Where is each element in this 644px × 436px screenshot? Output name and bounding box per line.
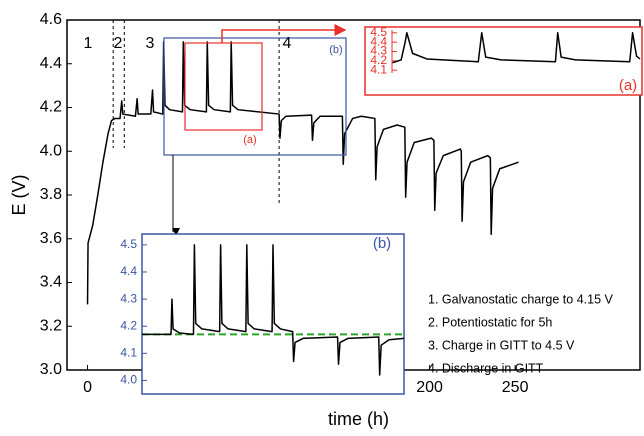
y-tick-label: 4.5 xyxy=(370,25,387,39)
y-tick-label: 4.1 xyxy=(120,345,137,359)
phase-label: 3 xyxy=(146,35,155,52)
y-tick-label: 4.3 xyxy=(370,44,387,58)
data-line xyxy=(142,244,405,376)
zoom-label-b: (b) xyxy=(329,44,342,56)
phase-label: 2 xyxy=(114,35,123,52)
annotation: 4. Discharge in GITT xyxy=(428,361,544,375)
x-axis-title: time (h) xyxy=(328,409,389,429)
y-tick-label: 4.4 xyxy=(370,34,387,48)
x-tick-label: 250 xyxy=(502,379,529,396)
inset-a: 4.14.24.34.44.5 (a) xyxy=(364,25,643,96)
data-line xyxy=(392,32,641,64)
x-tick-label: 0 xyxy=(83,379,92,396)
decorations: (b) (a) 1 2 3 4 1. Galvanostatic charge … xyxy=(84,24,613,375)
y-tick-label: 4.0 xyxy=(120,373,137,387)
phase-label: 4 xyxy=(283,35,292,52)
zoom-box-a xyxy=(184,42,263,131)
annotation: 1. Galvanostatic charge to 4.15 V xyxy=(428,292,613,306)
y-tick-label: 4.2 xyxy=(370,53,387,67)
inset-label: (a) xyxy=(619,77,637,94)
y-axis-title: E (V) xyxy=(9,174,29,215)
y-tick-label: 4.0 xyxy=(40,142,62,159)
data-line xyxy=(86,41,519,305)
y-tick-label: 4.2 xyxy=(120,318,137,332)
arrow-a xyxy=(221,24,347,43)
y-tick-label: 4.4 xyxy=(40,55,62,72)
zoom-box-b xyxy=(163,37,347,156)
y-tick-label: 4.3 xyxy=(120,291,137,305)
y-tick-label: 4.1 xyxy=(370,62,387,76)
annotation: 3. Charge in GITT to 4.5 V xyxy=(428,338,575,352)
y-tick-label: 4.5 xyxy=(120,237,137,251)
zoom-label-a: (a) xyxy=(243,134,256,146)
y-tick-label: 3.0 xyxy=(40,361,62,378)
y-tick-label: 4.4 xyxy=(120,264,137,278)
y-tick-label: 3.4 xyxy=(40,274,62,291)
y-tick-label: 3.2 xyxy=(40,317,62,334)
y-tick-label: 4.2 xyxy=(40,99,62,116)
inset-b: 4.0 4.1 4.2 4.3 4.4 4.5 (b) xyxy=(120,233,405,395)
y-tick-label: 3.6 xyxy=(40,230,62,247)
annotation: 2. Potentiostatic for 5h xyxy=(428,315,552,329)
x-tick-label: 200 xyxy=(416,379,443,396)
y-tick-label: 3.8 xyxy=(40,186,62,203)
phase-label: 1 xyxy=(84,35,93,52)
inset-label: (b) xyxy=(373,235,391,252)
y-tick-label: 4.6 xyxy=(40,11,62,28)
